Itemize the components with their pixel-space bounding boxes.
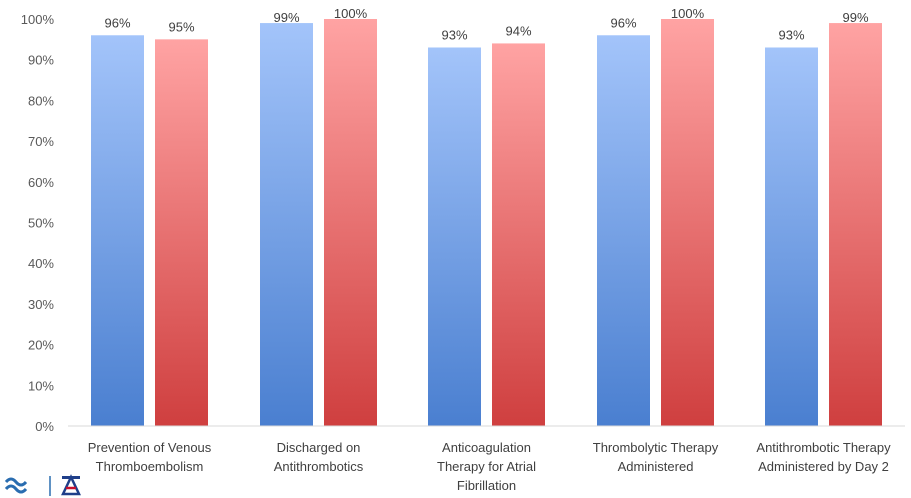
data-label: 99% (273, 10, 299, 25)
y-tick-label: 0% (35, 419, 54, 434)
y-tick-label: 20% (28, 338, 54, 353)
x-category-label-line: Administered by Day 2 (758, 459, 889, 474)
y-tick-label: 80% (28, 93, 54, 108)
bar (829, 23, 882, 426)
y-tick-label: 50% (28, 216, 54, 231)
university-a-logo-icon (61, 474, 81, 496)
x-category-label-line: Thromboembolism (96, 459, 204, 474)
bar (155, 39, 208, 426)
x-category-label-line: Anticoagulation (442, 440, 531, 455)
wave-logo-icon (4, 477, 28, 494)
bar (492, 43, 545, 427)
data-labels: 96% 99% 93% 96% 93% 95% 100% 94% 100% 99% (104, 6, 868, 42)
data-label: 95% (168, 19, 194, 34)
data-label: 96% (104, 15, 130, 30)
y-tick-label: 90% (28, 53, 54, 68)
logo (4, 474, 81, 496)
data-label: 100% (671, 6, 705, 21)
x-category-label-line: Therapy for Atrial (437, 459, 536, 474)
x-category-label: Thrombolytic Therapy Administered (593, 440, 719, 474)
x-category-label-line: Antithrombotics (274, 459, 364, 474)
y-tick-label: 30% (28, 297, 54, 312)
bar (260, 23, 313, 426)
bar (428, 47, 481, 427)
bar (765, 47, 818, 427)
y-tick-label: 10% (28, 378, 54, 393)
data-label: 100% (334, 6, 368, 21)
data-label: 99% (842, 10, 868, 25)
x-category-label-line: Fibrillation (457, 478, 516, 493)
x-category-label-line: Antithrombotic Therapy (756, 440, 891, 455)
y-tick-label: 70% (28, 134, 54, 149)
data-label: 93% (441, 27, 467, 42)
x-category-label: Discharged on Antithrombotics (274, 440, 364, 474)
y-tick-label: 40% (28, 256, 54, 271)
x-category-label-line: Administered (618, 459, 694, 474)
data-label: 96% (610, 15, 636, 30)
bars (91, 19, 882, 427)
bar (661, 19, 714, 426)
x-category-label-line: Discharged on (277, 440, 361, 455)
y-tick-label: 100% (21, 12, 55, 27)
x-axis: Prevention of Venous Thromboembolism Disch… (88, 440, 891, 493)
x-category-label-line: Prevention of Venous (88, 440, 212, 455)
x-category-label-line: Thrombolytic Therapy (593, 440, 719, 455)
bar (91, 35, 144, 426)
bar (597, 35, 650, 426)
x-category-label: Antithrombotic Therapy Administered by Da… (756, 440, 891, 474)
x-category-label: Anticoagulation Therapy for Atrial Fibrill… (437, 440, 536, 493)
data-label: 93% (778, 27, 804, 42)
data-label: 94% (505, 23, 531, 38)
bar (324, 19, 377, 426)
y-tick-label: 60% (28, 175, 54, 190)
y-axis: 0% 10% 20% 30% 40% 50% 60% 70% 80% 90% 100% (21, 12, 55, 434)
x-category-label: Prevention of Venous Thromboembolism (88, 440, 212, 474)
